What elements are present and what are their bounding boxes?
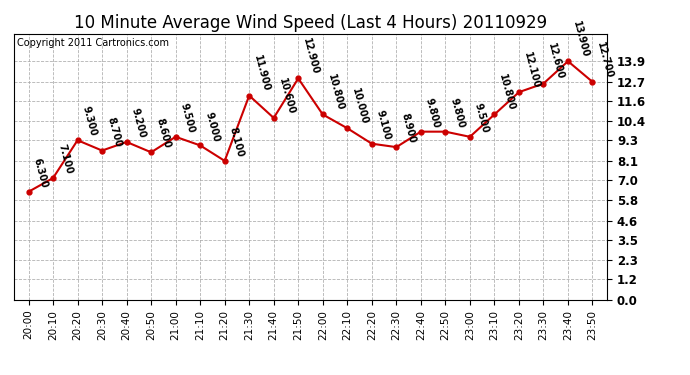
Title: 10 Minute Average Wind Speed (Last 4 Hours) 20110929: 10 Minute Average Wind Speed (Last 4 Hou… [74,14,547,32]
Text: Copyright 2011 Cartronics.com: Copyright 2011 Cartronics.com [17,38,169,48]
Text: 13.900: 13.900 [571,20,590,58]
Text: 12.900: 12.900 [301,37,321,76]
Text: 9.200: 9.200 [130,107,147,140]
Text: 10.800: 10.800 [497,73,517,112]
Text: 9.000: 9.000 [203,111,221,143]
Text: 7.100: 7.100 [56,143,74,176]
Text: 9.500: 9.500 [179,102,196,134]
Text: 8.600: 8.600 [154,117,172,150]
Text: 10.800: 10.800 [326,73,345,112]
Text: 9.500: 9.500 [473,102,491,134]
Text: 9.800: 9.800 [448,97,466,129]
Text: 8.100: 8.100 [228,126,245,158]
Text: 12.600: 12.600 [546,42,566,81]
Text: 8.700: 8.700 [105,116,123,148]
Text: 8.900: 8.900 [400,112,417,144]
Text: 9.800: 9.800 [424,97,442,129]
Text: 6.300: 6.300 [32,157,49,189]
Text: 10.000: 10.000 [351,87,370,126]
Text: 9.300: 9.300 [81,105,98,138]
Text: 12.700: 12.700 [595,40,615,79]
Text: 9.100: 9.100 [375,109,393,141]
Text: 11.900: 11.900 [252,54,271,93]
Text: 10.600: 10.600 [277,76,296,116]
Text: 12.100: 12.100 [522,51,541,90]
